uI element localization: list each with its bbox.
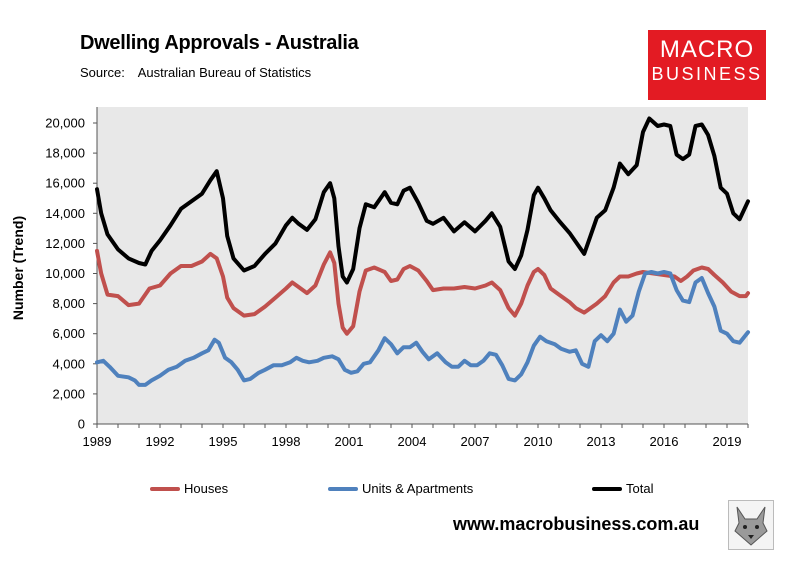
logo-line-2: BUSINESS	[651, 64, 763, 84]
series-line-units-apartments	[95, 270, 750, 387]
source-label: Source:	[80, 65, 125, 80]
series-line-total	[95, 116, 750, 285]
x-tick-label: 2013	[587, 434, 616, 449]
wolf-logo-icon	[728, 500, 774, 550]
x-tick-label: 2010	[524, 434, 553, 449]
y-tick-label: 0	[78, 417, 85, 432]
legend-swatch-houses	[150, 486, 180, 491]
x-tick-label: 1989	[83, 434, 112, 449]
legend-swatch-total	[592, 486, 622, 491]
x-tick-label: 2001	[335, 434, 364, 449]
chart-title: Dwelling Approvals - Australia	[80, 32, 359, 54]
series-line-houses	[95, 248, 750, 336]
x-tick-label: 2019	[713, 434, 742, 449]
legend-item-total: Total	[592, 481, 653, 496]
legend-swatch-units	[328, 486, 358, 491]
y-tick-label: 4,000	[52, 356, 85, 371]
legend-label-units: Units & Apartments	[362, 481, 474, 496]
y-tick-label: 10,000	[45, 266, 85, 281]
y-tick-label: 12,000	[45, 236, 85, 251]
y-tick-label: 20,000	[45, 116, 85, 131]
legend-label-houses: Houses	[184, 481, 229, 496]
website-url[interactable]: www.macrobusiness.com.au	[453, 514, 700, 534]
x-tick-label: 2016	[650, 434, 679, 449]
source-line: Source: Australian Bureau of Statistics	[80, 65, 311, 80]
legend-item-houses: Houses	[150, 481, 228, 496]
x-tick-label: 1998	[272, 434, 301, 449]
y-tick-label: 14,000	[45, 206, 85, 221]
x-tick-label: 2007	[461, 434, 490, 449]
x-tick-label: 1992	[146, 434, 175, 449]
x-tick-label: 2004	[398, 434, 427, 449]
y-tick-label: 18,000	[45, 146, 85, 161]
y-tick-label: 16,000	[45, 176, 85, 191]
macrobusiness-logo[interactable]: MACRO BUSINESS	[648, 30, 766, 100]
x-tick-label: 1995	[209, 434, 238, 449]
legend-item-units: Units & Apartments	[328, 481, 473, 496]
y-tick-label: 8,000	[52, 296, 85, 311]
logo-line-1: MACRO	[659, 36, 755, 63]
y-tick-label: 6,000	[52, 326, 85, 341]
y-tick-label: 2,000	[52, 386, 85, 401]
source-value: Australian Bureau of Statistics	[137, 65, 312, 80]
legend-label-total: Total	[626, 481, 654, 496]
